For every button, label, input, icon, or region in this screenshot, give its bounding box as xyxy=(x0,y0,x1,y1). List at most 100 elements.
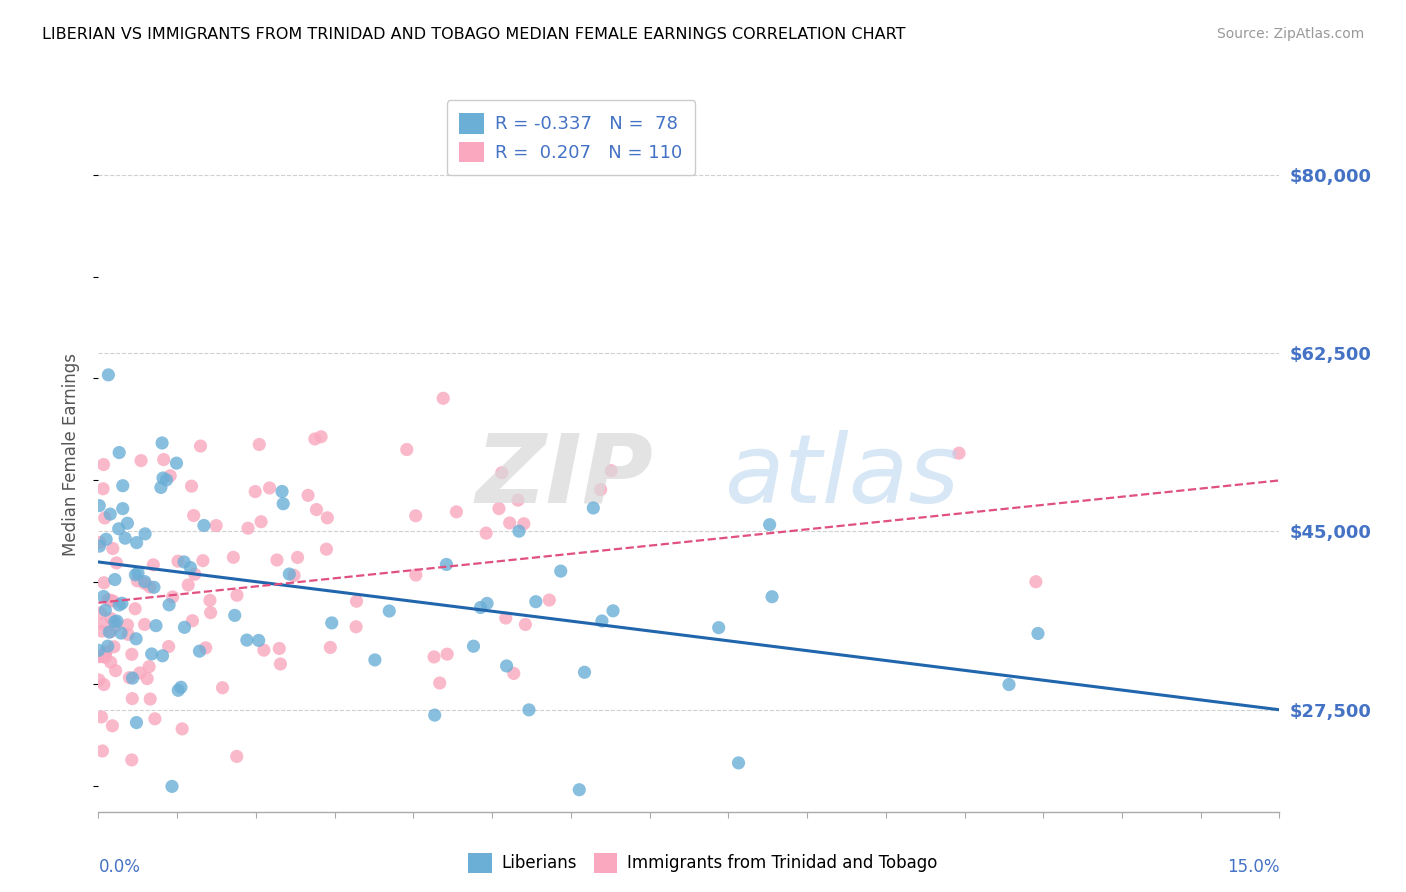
Point xyxy=(502,666,524,681)
Point xyxy=(524,595,547,609)
Point xyxy=(100,593,122,607)
Point xyxy=(495,659,517,673)
Point xyxy=(309,430,332,444)
Point xyxy=(499,516,522,530)
Point xyxy=(145,618,167,632)
Point xyxy=(315,542,337,557)
Point xyxy=(304,432,326,446)
Point xyxy=(297,488,319,502)
Point xyxy=(436,558,458,572)
Point xyxy=(149,480,172,494)
Point xyxy=(152,648,174,663)
Point xyxy=(89,649,111,664)
Point xyxy=(173,620,195,634)
Point xyxy=(159,468,181,483)
Point xyxy=(93,590,115,604)
Point xyxy=(200,606,222,620)
Point xyxy=(89,539,111,553)
Point xyxy=(179,560,201,574)
Point xyxy=(100,624,122,639)
Legend: R = -0.337   N =  78, R =  0.207   N = 110: R = -0.337 N = 78, R = 0.207 N = 110 xyxy=(447,100,695,175)
Point xyxy=(211,681,233,695)
Point xyxy=(167,683,190,698)
Point xyxy=(117,627,139,641)
Point xyxy=(998,677,1021,691)
Point xyxy=(198,593,221,607)
Point xyxy=(94,646,117,660)
Point xyxy=(101,719,124,733)
Point xyxy=(180,479,202,493)
Point xyxy=(127,566,149,580)
Point xyxy=(93,511,115,525)
Point xyxy=(283,568,305,582)
Point xyxy=(141,647,163,661)
Point xyxy=(108,445,131,459)
Point xyxy=(271,497,294,511)
Point xyxy=(101,594,124,608)
Point xyxy=(155,473,177,487)
Point xyxy=(87,673,110,687)
Point xyxy=(225,749,247,764)
Point xyxy=(266,553,288,567)
Point xyxy=(162,590,184,604)
Point xyxy=(491,466,513,480)
Point xyxy=(177,578,200,592)
Point xyxy=(395,442,418,457)
Text: Source: ZipAtlas.com: Source: ZipAtlas.com xyxy=(1216,27,1364,41)
Point xyxy=(97,639,120,653)
Point xyxy=(193,518,215,533)
Point xyxy=(134,527,156,541)
Point xyxy=(90,624,112,638)
Point xyxy=(101,541,124,556)
Point xyxy=(128,665,150,680)
Point xyxy=(91,482,114,496)
Point xyxy=(117,618,139,632)
Point xyxy=(271,484,294,499)
Point xyxy=(589,483,612,497)
Point xyxy=(495,611,517,625)
Point xyxy=(515,617,537,632)
Point xyxy=(470,600,492,615)
Point xyxy=(91,649,114,664)
Point xyxy=(98,625,121,640)
Y-axis label: Median Female Earnings: Median Female Earnings xyxy=(62,353,80,557)
Point xyxy=(125,632,148,646)
Point xyxy=(157,640,180,654)
Text: atlas: atlas xyxy=(724,430,959,523)
Point xyxy=(139,692,162,706)
Point xyxy=(125,535,148,549)
Point xyxy=(105,556,128,570)
Text: 0.0%: 0.0% xyxy=(98,857,141,876)
Point xyxy=(160,780,183,794)
Point xyxy=(191,554,214,568)
Point xyxy=(1025,574,1047,589)
Point xyxy=(170,680,193,694)
Point xyxy=(90,710,112,724)
Point xyxy=(568,782,591,797)
Point xyxy=(127,574,149,588)
Text: 15.0%: 15.0% xyxy=(1227,857,1279,876)
Point xyxy=(224,608,246,623)
Point xyxy=(184,567,207,582)
Point xyxy=(344,620,367,634)
Point xyxy=(250,515,273,529)
Point xyxy=(574,665,596,680)
Point xyxy=(94,650,117,665)
Point xyxy=(429,676,451,690)
Point xyxy=(111,479,134,493)
Point xyxy=(124,567,146,582)
Point xyxy=(475,526,498,541)
Point xyxy=(253,643,276,657)
Point xyxy=(550,564,572,578)
Point xyxy=(111,596,134,610)
Point xyxy=(111,501,134,516)
Point xyxy=(446,505,468,519)
Point xyxy=(1026,626,1049,640)
Point xyxy=(143,712,166,726)
Point xyxy=(475,596,498,610)
Point xyxy=(157,598,180,612)
Point xyxy=(117,516,139,531)
Point xyxy=(172,722,194,736)
Point xyxy=(538,593,561,607)
Point xyxy=(287,550,309,565)
